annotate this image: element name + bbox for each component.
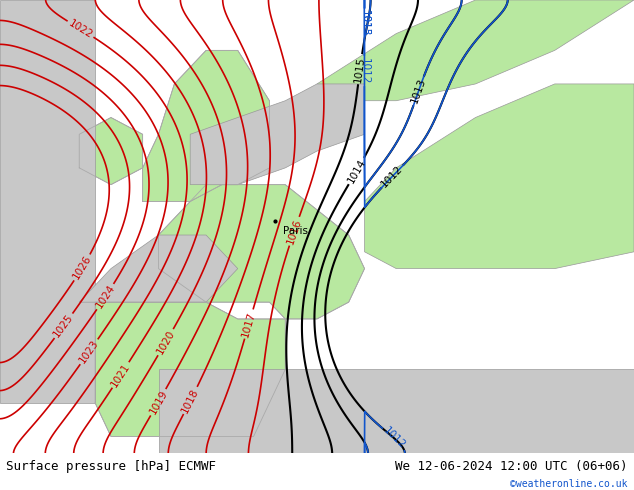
Text: 1022: 1022 — [67, 18, 94, 40]
Polygon shape — [317, 0, 634, 101]
Polygon shape — [95, 302, 285, 437]
Text: We 12-06-2024 12:00 UTC (06+06): We 12-06-2024 12:00 UTC (06+06) — [395, 460, 628, 473]
Polygon shape — [0, 0, 95, 403]
Text: 1013: 1013 — [359, 10, 370, 37]
Polygon shape — [158, 369, 634, 453]
Polygon shape — [143, 50, 269, 201]
Text: 1023: 1023 — [77, 338, 101, 366]
Text: Surface pressure [hPa] ECMWF: Surface pressure [hPa] ECMWF — [6, 460, 216, 473]
Text: 1020: 1020 — [155, 328, 177, 356]
Polygon shape — [79, 118, 143, 185]
Text: 1012: 1012 — [359, 58, 370, 84]
Text: 1016: 1016 — [285, 217, 303, 245]
Text: 1026: 1026 — [71, 254, 93, 281]
Text: 1025: 1025 — [52, 312, 75, 340]
Polygon shape — [79, 235, 238, 302]
Polygon shape — [365, 84, 634, 269]
Polygon shape — [190, 84, 365, 185]
Text: 1021: 1021 — [109, 361, 132, 389]
Polygon shape — [158, 185, 365, 319]
Text: 1018: 1018 — [180, 387, 201, 415]
Text: 1017: 1017 — [240, 310, 257, 338]
Text: 1024: 1024 — [94, 283, 117, 311]
Text: 1015: 1015 — [353, 55, 366, 83]
Text: 1012: 1012 — [380, 164, 405, 190]
Text: 1014: 1014 — [346, 157, 368, 185]
Text: 1015: 1015 — [359, 10, 370, 37]
Text: 1013: 1013 — [410, 77, 428, 105]
Text: Paris: Paris — [283, 226, 308, 236]
Text: 1012: 1012 — [382, 426, 407, 451]
Text: ©weatheronline.co.uk: ©weatheronline.co.uk — [510, 480, 628, 490]
Text: 1019: 1019 — [148, 389, 169, 416]
